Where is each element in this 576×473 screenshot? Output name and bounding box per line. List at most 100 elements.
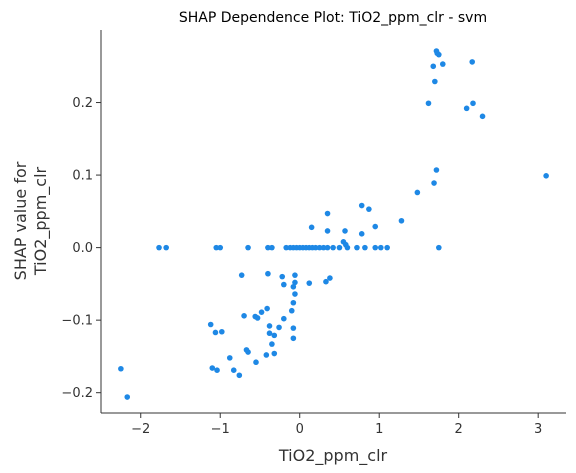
scatter-point <box>469 59 476 65</box>
scatter-point <box>241 312 247 319</box>
scatter-point <box>271 350 278 357</box>
scatter-point <box>207 321 214 328</box>
scatter-point <box>281 315 287 322</box>
scatter-point <box>265 244 271 251</box>
y-axis-label-line1: SHAP value for <box>11 161 30 280</box>
scatter-point <box>264 305 270 312</box>
scatter-point <box>479 113 486 120</box>
scatter-points <box>118 48 549 400</box>
scatter-point <box>343 241 349 248</box>
scatter-point <box>425 100 432 107</box>
scatter-point <box>436 244 442 251</box>
scatter-point <box>266 323 273 329</box>
x-axis-ticks: −2 −1 0 1 2 3 <box>131 413 542 437</box>
x-tick-label: −1 <box>211 422 230 437</box>
y-tick-label: 0.1 <box>72 169 93 184</box>
scatter-point <box>279 273 286 280</box>
scatter-point <box>342 228 348 234</box>
scatter-point <box>214 367 220 374</box>
scatter-point <box>414 189 421 196</box>
scatter-point <box>213 244 220 251</box>
scatter-point <box>330 244 336 251</box>
scatter-point <box>288 307 295 314</box>
scatter-point <box>358 231 365 237</box>
scatter-point <box>226 355 233 361</box>
scatter-point <box>230 367 237 374</box>
scatter-point <box>236 372 243 379</box>
scatter-point <box>217 244 224 251</box>
scatter-point <box>324 244 331 251</box>
y-axis-label-group: SHAP value for TiO2_ppm_clr <box>11 161 51 280</box>
x-tick-label: 2 <box>455 422 463 437</box>
plot-area: −2 −1 0 1 2 3 −0.2 −0.1 0.0 0.1 0.2 <box>61 30 566 437</box>
scatter-point <box>312 244 319 251</box>
scatter-point <box>245 244 251 251</box>
scatter-point <box>118 365 124 372</box>
scatter-point <box>263 352 270 358</box>
scatter-point <box>398 217 405 224</box>
scatter-point <box>430 63 437 70</box>
scatter-point <box>336 244 343 251</box>
scatter-point <box>219 328 225 335</box>
scatter-point <box>269 244 275 251</box>
scatter-point <box>324 210 331 217</box>
scatter-point <box>238 272 245 278</box>
scatter-point <box>306 280 313 286</box>
scatter-point <box>366 206 372 212</box>
scatter-point <box>212 329 219 336</box>
scatter-point <box>271 332 278 339</box>
scatter-point <box>124 394 131 400</box>
scatter-point <box>439 61 446 67</box>
scatter-point <box>292 279 298 286</box>
scatter-point <box>290 283 297 290</box>
scatter-point <box>372 223 379 230</box>
scatter-point <box>433 167 440 173</box>
scatter-point <box>320 244 327 251</box>
scatter-point <box>254 315 261 321</box>
scatter-point <box>290 325 297 331</box>
scatter-point <box>324 228 331 234</box>
y-axis-label-line2: TiO2_ppm_clr <box>31 166 51 276</box>
scatter-point <box>434 50 441 57</box>
scatter-point <box>358 202 365 209</box>
scatter-point <box>269 341 275 347</box>
scatter-point <box>276 324 282 331</box>
scatter-point <box>470 100 476 107</box>
scatter-point <box>258 309 265 315</box>
scatter-point <box>292 291 298 297</box>
scatter-point <box>362 244 368 251</box>
x-tick-label: −2 <box>131 422 150 437</box>
scatter-point <box>163 244 169 251</box>
x-tick-label: 3 <box>534 422 542 437</box>
scatter-point <box>265 270 271 277</box>
x-axis-label: TiO2_ppm_clr <box>278 446 388 466</box>
scatter-point <box>316 244 323 251</box>
scatter-point <box>543 173 549 179</box>
scatter-point <box>266 330 273 337</box>
scatter-point <box>283 244 290 251</box>
y-tick-label: 0.2 <box>72 96 93 111</box>
scatter-point <box>290 335 297 342</box>
scatter-point <box>354 244 360 251</box>
scatter-point <box>156 244 162 251</box>
scatter-point <box>253 359 259 366</box>
scatter-point <box>323 278 329 285</box>
x-tick-label: 0 <box>296 422 304 437</box>
scatter-point <box>245 349 251 355</box>
x-tick-label: 1 <box>375 422 383 437</box>
scatter-point <box>327 275 333 281</box>
chart-title: SHAP Dependence Plot: TiO2_ppm_clr - svm <box>179 10 487 26</box>
scatter-point <box>384 244 390 251</box>
scatter-point <box>372 244 379 251</box>
scatter-point <box>463 105 470 112</box>
y-tick-label: −0.2 <box>61 386 93 401</box>
scatter-point <box>292 272 298 278</box>
y-axis-ticks: −0.2 −0.1 0.0 0.1 0.2 <box>61 96 101 401</box>
y-tick-label: 0.0 <box>72 241 93 256</box>
scatter-point <box>281 281 287 288</box>
scatter-point <box>209 365 216 371</box>
scatter-point <box>431 180 437 186</box>
scatter-point <box>308 224 315 231</box>
y-tick-label: −0.1 <box>61 314 93 329</box>
